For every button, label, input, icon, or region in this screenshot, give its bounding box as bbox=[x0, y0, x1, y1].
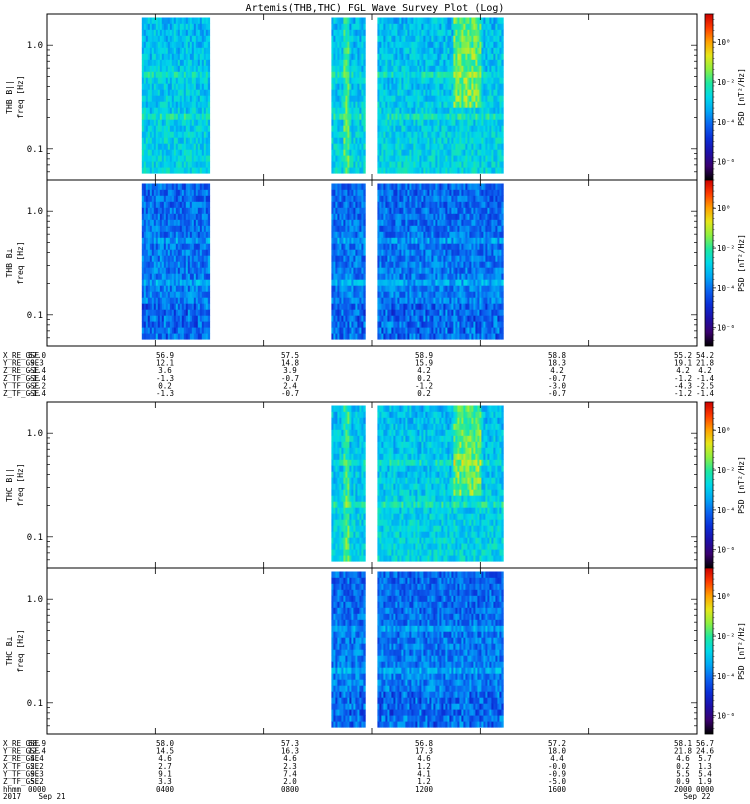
spectrogram-panel-thc-bpar: 1.0 0.1 THC B||freq [Hz] 10⁰ 10⁻² 10⁻⁴ 10⁻⁶ PSD… bbox=[5, 402, 746, 568]
y-tick-label: 1.0 bbox=[27, 41, 43, 51]
ephemeris-value: -1.2 bbox=[674, 389, 692, 398]
colorbar-tick-label: 10⁻⁴ bbox=[717, 284, 735, 293]
ephemeris-value: -0.7 bbox=[281, 389, 299, 398]
y-tick-label: 1.0 bbox=[27, 595, 43, 605]
y-axis-label: freq [Hz] bbox=[16, 629, 25, 672]
colorbar-label: PSD [nT²/Hz] bbox=[737, 68, 746, 126]
plot-frame bbox=[47, 402, 697, 568]
y-tick-label: 1.0 bbox=[27, 207, 43, 217]
y-tick-label: 0.1 bbox=[27, 145, 43, 155]
spectrogram-cells bbox=[142, 18, 504, 174]
ephemeris-value: -1.4 bbox=[696, 389, 715, 398]
colorbar-tick-label: 10⁻⁶ bbox=[717, 712, 735, 721]
time-tick-label: 0400 bbox=[156, 785, 175, 794]
y-tick-label: 0.1 bbox=[27, 533, 43, 543]
colorbar-tick-label: 10⁻⁶ bbox=[717, 324, 735, 333]
start-date: Sep 21 bbox=[38, 792, 65, 800]
colorbar-tick-label: 10⁰ bbox=[717, 38, 731, 47]
colorbar: 10⁰ 10⁻² 10⁻⁴ 10⁻⁶ PSD [nT²/Hz] bbox=[705, 180, 746, 346]
ephemeris-value: 0.2 bbox=[417, 389, 431, 398]
colorbar-tick-label: 10⁰ bbox=[717, 592, 731, 601]
y-axis-label: freq [Hz] bbox=[16, 241, 25, 284]
colorbar-tick-label: 10⁻⁴ bbox=[717, 672, 735, 681]
time-tick-label: 1200 bbox=[415, 785, 434, 794]
colorbar-tick-label: 10⁻⁶ bbox=[717, 158, 735, 167]
colorbar-tick-label: 10⁻² bbox=[717, 632, 735, 641]
spectrogram-panel-thb-bpar: 1.0 0.1 THB B||freq [Hz] 10⁰ 10⁻² 10⁻⁴ 10⁻⁶ PSD… bbox=[5, 14, 746, 180]
ephemeris-value: -0.7 bbox=[548, 389, 566, 398]
plot-frame bbox=[47, 568, 697, 734]
colorbar-tick-label: 10⁻⁶ bbox=[717, 546, 735, 555]
spectrogram-cells bbox=[331, 406, 503, 562]
end-date: Sep 22 bbox=[683, 792, 710, 800]
colorbar-label: PSD [nT²/Hz] bbox=[737, 456, 746, 514]
colorbar-tick-label: 10⁰ bbox=[717, 204, 731, 213]
colorbar-tick-label: 10⁰ bbox=[717, 426, 731, 435]
time-tick-label: 1600 bbox=[548, 785, 567, 794]
colorbar-tick-label: 10⁻² bbox=[717, 466, 735, 475]
colorbar: 10⁰ 10⁻² 10⁻⁴ 10⁻⁶ PSD [nT²/Hz] bbox=[705, 568, 746, 734]
ephemeris-value: -1.4 bbox=[28, 389, 47, 398]
time-tick-label: 0800 bbox=[281, 785, 300, 794]
ephemeris-value: -1.3 bbox=[156, 389, 174, 398]
spectrogram-cells bbox=[331, 572, 503, 728]
colorbar: 10⁰ 10⁻² 10⁻⁴ 10⁻⁶ PSD [nT²/Hz] bbox=[705, 14, 746, 180]
y-tick-label: 0.1 bbox=[27, 311, 43, 321]
y-tick-label: 0.1 bbox=[27, 699, 43, 709]
colorbar-tick-label: 10⁻² bbox=[717, 78, 735, 87]
spectrogram-panel-thb-bperp: 1.0 0.1 THB B⊥freq [Hz] 10⁰ 10⁻² 10⁻⁴ 10⁻⁶ PSD … bbox=[5, 180, 746, 346]
chart-title: Artemis(THB,THC) FGL Wave Survey Plot (L… bbox=[246, 3, 505, 14]
spectrogram-cells bbox=[142, 184, 504, 340]
colorbar: 10⁰ 10⁻² 10⁻⁴ 10⁻⁶ PSD [nT²/Hz] bbox=[705, 402, 746, 568]
spectrogram-panel-thc-bperp: 1.0 0.1 THC B⊥freq [Hz] 10⁰ 10⁻² 10⁻⁴ 10⁻⁶ PSD … bbox=[5, 568, 746, 734]
y-axis-label: THC B|| bbox=[5, 468, 14, 502]
colorbar-tick-label: 10⁻⁴ bbox=[717, 506, 735, 515]
colorbar-label: PSD [nT²/Hz] bbox=[737, 622, 746, 680]
y-axis-label: freq [Hz] bbox=[16, 463, 25, 506]
y-axis-label: THB B|| bbox=[5, 80, 14, 114]
y-axis-label: THC B⊥ bbox=[5, 636, 14, 665]
colorbar-tick-label: 10⁻⁴ bbox=[717, 118, 735, 127]
colorbar-tick-label: 10⁻² bbox=[717, 244, 735, 253]
y-tick-label: 1.0 bbox=[27, 429, 43, 439]
year-label: 2017 bbox=[3, 792, 21, 800]
y-axis-label: THB B⊥ bbox=[5, 248, 14, 277]
colorbar-label: PSD [nT²/Hz] bbox=[737, 234, 746, 292]
y-axis-label: freq [Hz] bbox=[16, 75, 25, 118]
